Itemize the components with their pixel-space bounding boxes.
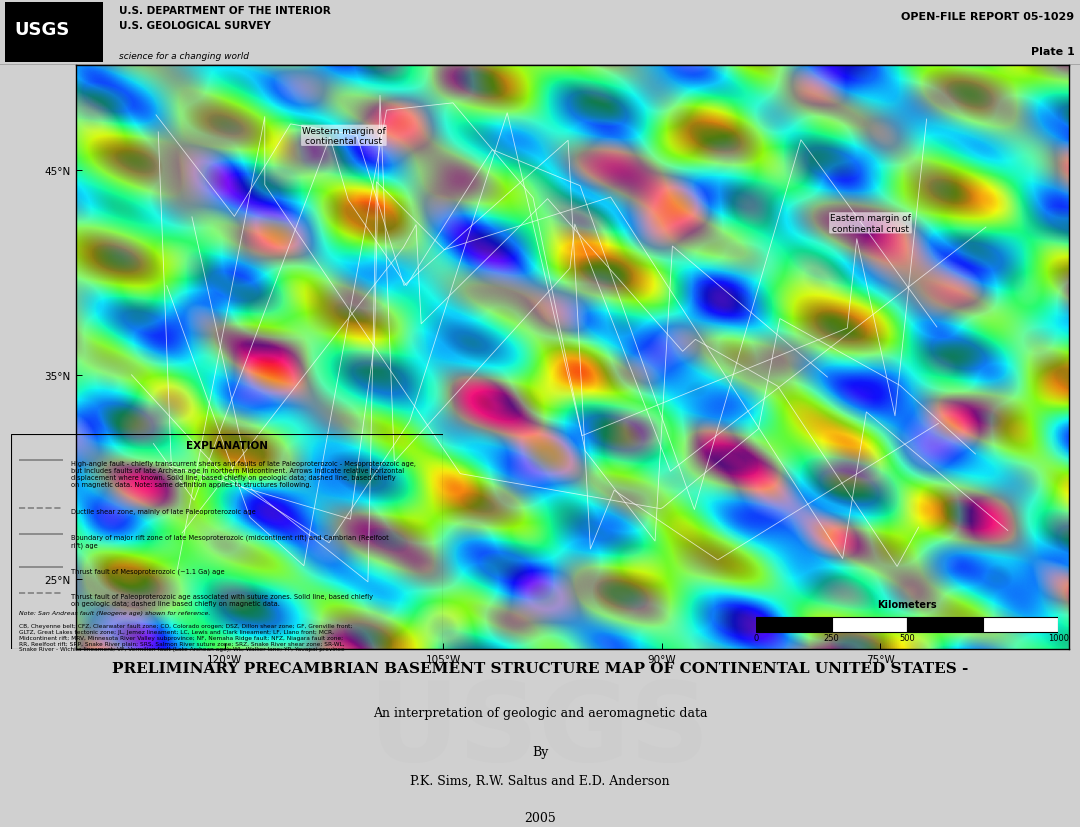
Text: 250: 250 [824,633,839,642]
Text: By: By [531,745,549,758]
Text: Ductile shear zone, mainly of late Paleoproterozoic age: Ductile shear zone, mainly of late Paleo… [71,509,256,514]
Bar [756,617,832,632]
Text: Western margin of
continental crust: Western margin of continental crust [302,127,386,146]
Text: 2005: 2005 [524,811,556,824]
Bar [5,3,103,63]
Text: 1000: 1000 [1048,633,1069,642]
Text: EXPLANATION: EXPLANATION [186,441,268,451]
Text: 0: 0 [754,633,758,642]
Text: U.S. DEPARTMENT OF THE INTERIOR
U.S. GEOLOGICAL SURVEY: U.S. DEPARTMENT OF THE INTERIOR U.S. GEO… [119,6,330,31]
Text: An interpretation of geologic and aeromagnetic data: An interpretation of geologic and aeroma… [373,706,707,719]
Text: Kilometers: Kilometers [877,600,937,609]
Text: Plate 1: Plate 1 [1030,46,1075,56]
Text: Thrust fault of Paleoproterozoic age associated with suture zones. Solid line, b: Thrust fault of Paleoproterozoic age ass… [71,593,374,606]
Bar [983,617,1058,632]
Text: High-angle fault - chiefly transcurrent shears and faults of late Paleoproterozo: High-angle fault - chiefly transcurrent … [71,460,416,487]
Text: OPEN-FILE REPORT 05-1029: OPEN-FILE REPORT 05-1029 [902,12,1075,22]
Text: Eastern margin of
continental crust: Eastern margin of continental crust [831,214,910,233]
Text: Note: San Andreas fault (Neogene age) shown for reference.: Note: San Andreas fault (Neogene age) sh… [19,610,211,615]
Text: science for a changing world: science for a changing world [119,52,248,60]
Text: P.K. Sims, R.W. Saltus and E.D. Anderson: P.K. Sims, R.W. Saltus and E.D. Anderson [410,774,670,786]
Text: PRELIMINARY PRECAMBRIAN BASEMENT STRUCTURE MAP OF CONTINENTAL UNITED STATES -: PRELIMINARY PRECAMBRIAN BASEMENT STRUCTU… [112,662,968,676]
Text: CB, Cheyenne belt; CFZ, Clearwater fault zone; CO, Colorado orogen; DSZ, Dillon : CB, Cheyenne belt; CFZ, Clearwater fault… [19,624,353,652]
Text: USGS: USGS [14,21,69,39]
Bar [832,617,907,632]
Text: USGS: USGS [369,676,711,782]
Text: Boundary of major rift zone of late Mesoproterozoic (midcontinent rift) and Camb: Boundary of major rift zone of late Meso… [71,534,389,548]
Text: Thrust fault of Mesoproterozoic (~1.1 Ga) age: Thrust fault of Mesoproterozoic (~1.1 Ga… [71,567,225,574]
Bar [907,617,983,632]
Text: 500: 500 [900,633,915,642]
